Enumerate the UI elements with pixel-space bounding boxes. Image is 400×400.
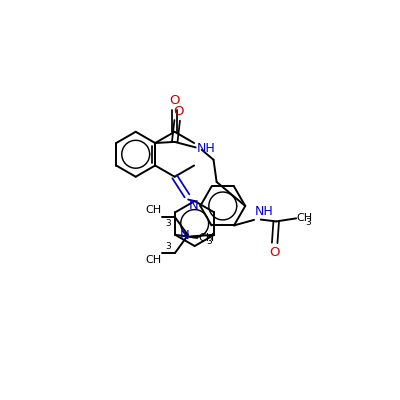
Text: O: O: [169, 94, 180, 107]
Text: NH: NH: [255, 205, 274, 218]
Text: 3: 3: [206, 237, 212, 246]
Text: NH: NH: [197, 142, 216, 154]
Text: N: N: [189, 199, 198, 212]
Text: CH: CH: [198, 233, 214, 243]
Text: O: O: [270, 246, 280, 259]
Text: CH: CH: [297, 213, 313, 223]
Text: O: O: [174, 105, 184, 118]
Text: 3: 3: [165, 219, 171, 228]
Text: N: N: [180, 229, 189, 242]
Text: 3: 3: [305, 218, 311, 226]
Text: 3: 3: [165, 242, 171, 252]
Text: CH: CH: [145, 256, 161, 266]
Text: CH: CH: [145, 205, 161, 215]
